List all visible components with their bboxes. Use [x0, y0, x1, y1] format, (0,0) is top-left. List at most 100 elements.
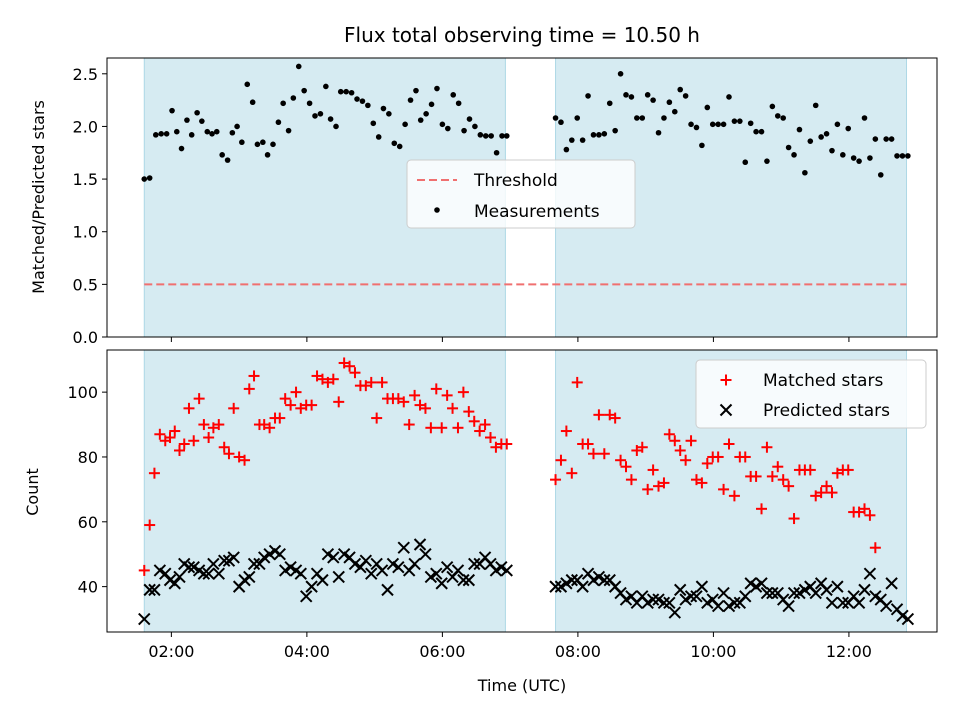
- predicted-star-point: [787, 586, 801, 600]
- measurement-point: [158, 131, 165, 137]
- measurement-point: [178, 145, 185, 152]
- measurement-point: [295, 63, 302, 70]
- measurement-point: [590, 132, 597, 138]
- measurement-point: [872, 136, 879, 142]
- matched-star-point: [674, 444, 686, 456]
- measurement-point: [386, 111, 392, 117]
- measurement-point: [742, 159, 749, 166]
- measurement-point: [343, 88, 349, 95]
- predicted-star-point-b: [831, 580, 844, 593]
- measurement-point: [867, 155, 873, 161]
- top-y-tick-label: 0.5: [73, 275, 98, 294]
- measurement-point: [461, 127, 467, 134]
- predicted-star-point: [408, 557, 421, 571]
- measurement-point: [306, 100, 313, 107]
- predicted-star-point-b: [451, 564, 465, 577]
- measurement-point: [785, 144, 792, 151]
- measurement-point: [503, 133, 510, 139]
- measurement-point: [229, 129, 236, 136]
- measurement-point: [260, 139, 266, 146]
- measurement-point: [224, 157, 231, 163]
- matched-star-point: [169, 425, 181, 437]
- measurement-point: [204, 128, 211, 135]
- measurement-point: [472, 123, 478, 130]
- measurement-point: [585, 93, 591, 99]
- predicted-star-point: [212, 567, 226, 580]
- matched-star-point: [663, 428, 675, 440]
- measurement-point: [417, 117, 424, 123]
- matched-star-point: [560, 425, 572, 437]
- bottom-shaded-band-0: [143, 349, 506, 633]
- measurement-point: [834, 121, 841, 128]
- bottom-x-tick-label: 08:00: [555, 642, 601, 661]
- predicted-star-point: [359, 554, 373, 567]
- measurement-point: [493, 149, 500, 156]
- predicted-star-point-b: [202, 567, 215, 580]
- measurement-point: [423, 111, 429, 117]
- predicted-star-point: [646, 593, 660, 606]
- predicted-star-point: [430, 567, 443, 580]
- measurement-point: [370, 120, 377, 127]
- predicted-star-point-b: [178, 557, 191, 571]
- predicted-star-point: [365, 567, 378, 580]
- matched-star-point: [587, 448, 599, 460]
- predicted-star-point-b: [825, 596, 839, 610]
- matched-star-point: [571, 376, 583, 388]
- predicted-star-points: [138, 538, 915, 626]
- matched-star-point: [859, 503, 871, 515]
- matched-star-point: [501, 438, 513, 450]
- bottom-y-axis: 40 60 80 100: [67, 383, 107, 597]
- matched-star-point: [566, 467, 578, 479]
- measurement-point: [280, 100, 286, 107]
- measurement-point: [840, 152, 846, 158]
- matched-star-point: [173, 444, 185, 456]
- predicted-star-point-b: [289, 564, 303, 577]
- predicted-star-point-b: [581, 567, 595, 580]
- measurement-point: [234, 123, 240, 130]
- predicted-star-point-b: [386, 557, 400, 571]
- predicted-star-point: [294, 567, 307, 580]
- predicted-star-point-b: [636, 590, 649, 603]
- predicted-star-point: [173, 570, 186, 584]
- legend-predicted-marker-b: [719, 403, 733, 417]
- predicted-star-point-b: [863, 567, 877, 580]
- measurement-point: [327, 116, 334, 122]
- matched-star-point: [772, 461, 784, 473]
- measurement-point: [753, 128, 759, 135]
- matched-star-point: [403, 419, 415, 431]
- predicted-star-point-b: [684, 590, 698, 603]
- predicted-star-point: [327, 551, 340, 564]
- matched-star-point: [864, 509, 876, 521]
- matched-star-point: [685, 435, 697, 447]
- measurement-point: [163, 131, 170, 137]
- predicted-star-point: [500, 564, 513, 577]
- predicted-star-point: [316, 573, 329, 587]
- measurement-point: [720, 121, 727, 128]
- matched-star-point: [479, 419, 491, 431]
- measurement-point: [428, 101, 435, 108]
- predicted-star-point-b: [359, 554, 373, 567]
- predicted-star-point: [885, 577, 898, 590]
- measurement-point: [807, 138, 814, 144]
- matched-star-point: [148, 467, 160, 479]
- predicted-star-point: [253, 557, 266, 571]
- predicted-star-point-b: [143, 583, 156, 597]
- matched-star-point: [723, 438, 735, 450]
- matched-star-point: [452, 422, 464, 434]
- predicted-star-point: [462, 573, 476, 587]
- predicted-star-point-b: [375, 564, 389, 577]
- predicted-star-point: [207, 557, 220, 571]
- measurement-point: [407, 97, 414, 103]
- matched-star-point: [371, 412, 383, 424]
- matched-star-point: [344, 360, 356, 372]
- matched-star-point: [739, 451, 751, 463]
- matched-star-point: [647, 464, 659, 476]
- measurement-point: [715, 121, 721, 128]
- top-y-axis-label: Matched/Predicted stars: [29, 100, 48, 294]
- predicted-star-point: [182, 560, 196, 574]
- bottom-y-tick-label: 60: [78, 513, 98, 532]
- predicted-star-point-b: [565, 573, 579, 587]
- measurement-point: [455, 100, 462, 107]
- measurement-point: [466, 116, 473, 122]
- predicted-star-point-b: [187, 560, 200, 574]
